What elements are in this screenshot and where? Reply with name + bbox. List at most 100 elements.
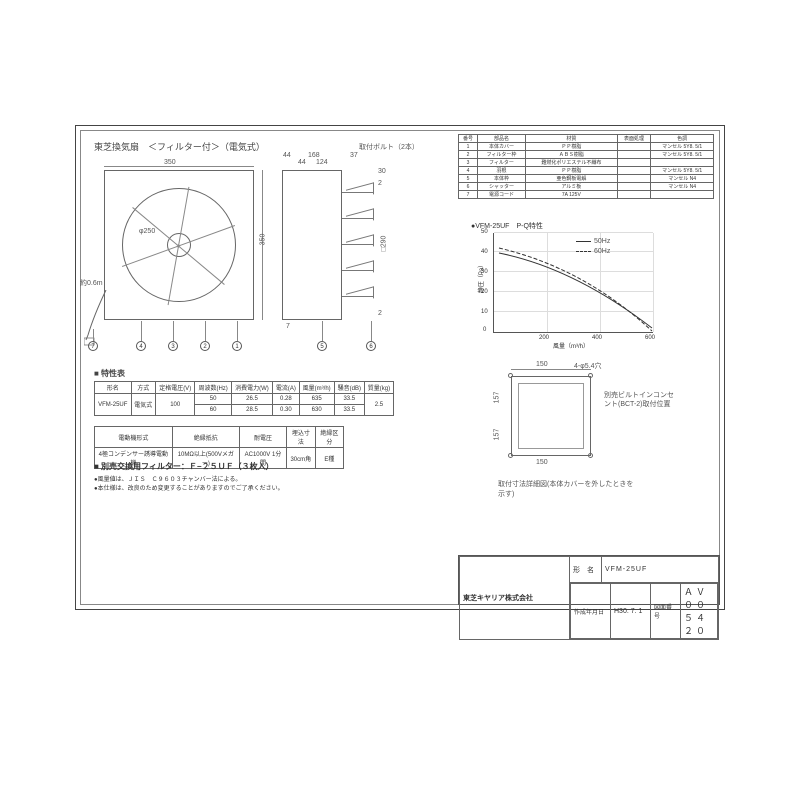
dim-opening: □290 bbox=[380, 236, 387, 252]
cell: 4 bbox=[459, 167, 478, 175]
cell bbox=[651, 159, 714, 167]
cell bbox=[617, 191, 651, 199]
col: 色調 bbox=[651, 135, 714, 143]
col: 耐電圧 bbox=[239, 427, 286, 448]
legend-60: 60Hz bbox=[594, 248, 610, 255]
col-db: 騒音(dB) bbox=[334, 382, 364, 394]
ytick: 10 bbox=[481, 309, 488, 315]
dim-line bbox=[104, 166, 254, 167]
cell: 50 bbox=[195, 394, 232, 405]
callout-1: 1 bbox=[232, 341, 242, 351]
chart-xlabel: 風量（m³/h） bbox=[553, 341, 589, 350]
hole bbox=[588, 453, 593, 458]
col-type: 方式 bbox=[131, 382, 155, 394]
cell: ＡＢＳ樹脂 bbox=[525, 151, 617, 159]
col-model: 形名 bbox=[95, 382, 132, 394]
tb-model: VFM-25UF bbox=[602, 557, 719, 583]
cell: マンセル 5Y8. 5/1 bbox=[651, 167, 714, 175]
cell: 本体カバー bbox=[477, 143, 525, 151]
cell: フィルター bbox=[477, 159, 525, 167]
col: 電動機形式 bbox=[95, 427, 173, 448]
side-view: 30 2 □290 2 7 bbox=[276, 170, 386, 320]
parts-row: 7電源コード7A 125V bbox=[459, 191, 714, 199]
cell bbox=[617, 151, 651, 159]
cell: マンセル N4 bbox=[651, 175, 714, 183]
dim-2a: 2 bbox=[378, 180, 382, 187]
legend-line-50 bbox=[576, 241, 591, 242]
cell: 28.5 bbox=[231, 405, 272, 416]
note-line: ●本仕様は、改良のため変更することがありますのでご了承ください。 bbox=[94, 485, 284, 494]
col-hz: 周波数(Hz) bbox=[195, 382, 232, 394]
cell: 0.30 bbox=[273, 405, 300, 416]
mount-bolt-label: 取付ボルト（2本） bbox=[359, 142, 419, 152]
drawing-sheet: 東芝換気扇 ＜フィルター付＞（電気式） 350 44 44 168 124 37… bbox=[75, 125, 725, 610]
dim-44a: 44 bbox=[283, 152, 291, 159]
cell-volt: 100 bbox=[156, 394, 195, 416]
cell: アルミ板 bbox=[525, 183, 617, 191]
col: 絶縁区分 bbox=[315, 427, 343, 448]
note-line: ●風量値は、ＪＩＳ Ｃ９６０３チャンバー法による。 bbox=[94, 476, 284, 485]
leader bbox=[173, 321, 174, 341]
louver bbox=[342, 218, 374, 219]
cell bbox=[617, 175, 651, 183]
dim-line bbox=[511, 369, 591, 370]
chart-title: ●VFM-25UF P-Q特性 bbox=[471, 221, 661, 231]
dim-phi250: φ250 bbox=[139, 228, 155, 235]
ytick: 30 bbox=[481, 269, 488, 275]
cell bbox=[617, 183, 651, 191]
col: 表面処理 bbox=[617, 135, 651, 143]
cell: 60 bbox=[195, 405, 232, 416]
leader bbox=[322, 321, 323, 341]
title-block: 東芝キヤリア株式会社 形 名 VFM-25UF 作成年月日 H30. 7. 1 … bbox=[458, 555, 720, 605]
leader bbox=[205, 321, 206, 341]
filter-heading: ■ 別売交換用フィルター：Ｆ−２５ＵＦ（３枚入） bbox=[94, 461, 274, 472]
tb-drawing-no: ＡＶ００５４２０ bbox=[681, 584, 718, 639]
dim-mount-w: 150 bbox=[536, 361, 548, 368]
leader bbox=[141, 321, 142, 341]
dim-mount-h2: 157 bbox=[493, 429, 500, 441]
xtick: 200 bbox=[539, 335, 549, 341]
leader bbox=[93, 329, 94, 341]
ytick: 20 bbox=[481, 289, 488, 295]
pq-chart: ●VFM-25UF P-Q特性 50Hz 60Hz 静圧（ bbox=[471, 221, 661, 351]
callout-5: 5 bbox=[317, 341, 327, 351]
tb-model-label: 形 名 bbox=[570, 557, 602, 583]
spec-header-row: 形名 方式 定格電圧(V) 周波数(Hz) 消費電力(W) 電流(A) 風量(m… bbox=[95, 382, 394, 394]
xtick: 400 bbox=[592, 335, 602, 341]
cell-mass: 2.5 bbox=[364, 394, 393, 416]
cell: 33.5 bbox=[334, 405, 364, 416]
parts-row: 5本体枠亜色鋼板電解マンセル N4 bbox=[459, 175, 714, 183]
parts-table: 番号 部品名 材質 表面処理 色調 1本体カバーＰＰ樹脂マンセル 5Y8. 5/… bbox=[458, 134, 714, 199]
cell: 2 bbox=[459, 151, 478, 159]
spec-row-50hz: VFM-25UF 電気式 100 50 26.5 0.28 635 33.5 2… bbox=[95, 394, 394, 405]
parts-row: 6シャッターアルミ板マンセル N4 bbox=[459, 183, 714, 191]
legend-line-60 bbox=[576, 251, 591, 252]
cell: マンセル 5Y8. 5/1 bbox=[651, 151, 714, 159]
cell: 1 bbox=[459, 143, 478, 151]
cell-model: VFM-25UF bbox=[95, 394, 132, 416]
mount-drawing: 150 4-φ5.4穴 157 157 150 別売ビルトインコンセント(BCT… bbox=[496, 361, 636, 496]
tb-company: 東芝キヤリア株式会社 bbox=[460, 557, 570, 640]
leader bbox=[237, 321, 238, 341]
cell-type: 電気式 bbox=[131, 394, 155, 416]
cell: ＰＰ樹脂 bbox=[525, 143, 617, 151]
louver bbox=[342, 270, 374, 271]
col: 部品名 bbox=[477, 135, 525, 143]
cell: 7A 125V bbox=[525, 191, 617, 199]
spec-table: 形名 方式 定格電圧(V) 周波数(Hz) 消費電力(W) 電流(A) 風量(m… bbox=[94, 381, 394, 416]
cell: 6 bbox=[459, 183, 478, 191]
notes: ●風量値は、ＪＩＳ Ｃ９６０３チャンバー法による。 ●本仕様は、改良のため変更す… bbox=[94, 476, 284, 494]
cell: 羽根 bbox=[477, 167, 525, 175]
cell: マンセル N4 bbox=[651, 183, 714, 191]
col-flow: 風量(m³/h) bbox=[299, 382, 334, 394]
dim-30: 30 bbox=[378, 168, 386, 175]
cell: フィルター枠 bbox=[477, 151, 525, 159]
cell: ＰＰ樹脂 bbox=[525, 167, 617, 175]
callout-2: 2 bbox=[200, 341, 210, 351]
spec-heading: ■ 特性表 bbox=[94, 368, 125, 379]
cell: 亜色鋼板電解 bbox=[525, 175, 617, 183]
cell: マンセル 5Y8. 5/1 bbox=[651, 143, 714, 151]
cell bbox=[617, 143, 651, 151]
cell: 30cm角 bbox=[287, 448, 316, 469]
parts-row: 2フィルター枠ＡＢＳ樹脂 マンセル 5Y8. 5/1 bbox=[459, 151, 714, 159]
